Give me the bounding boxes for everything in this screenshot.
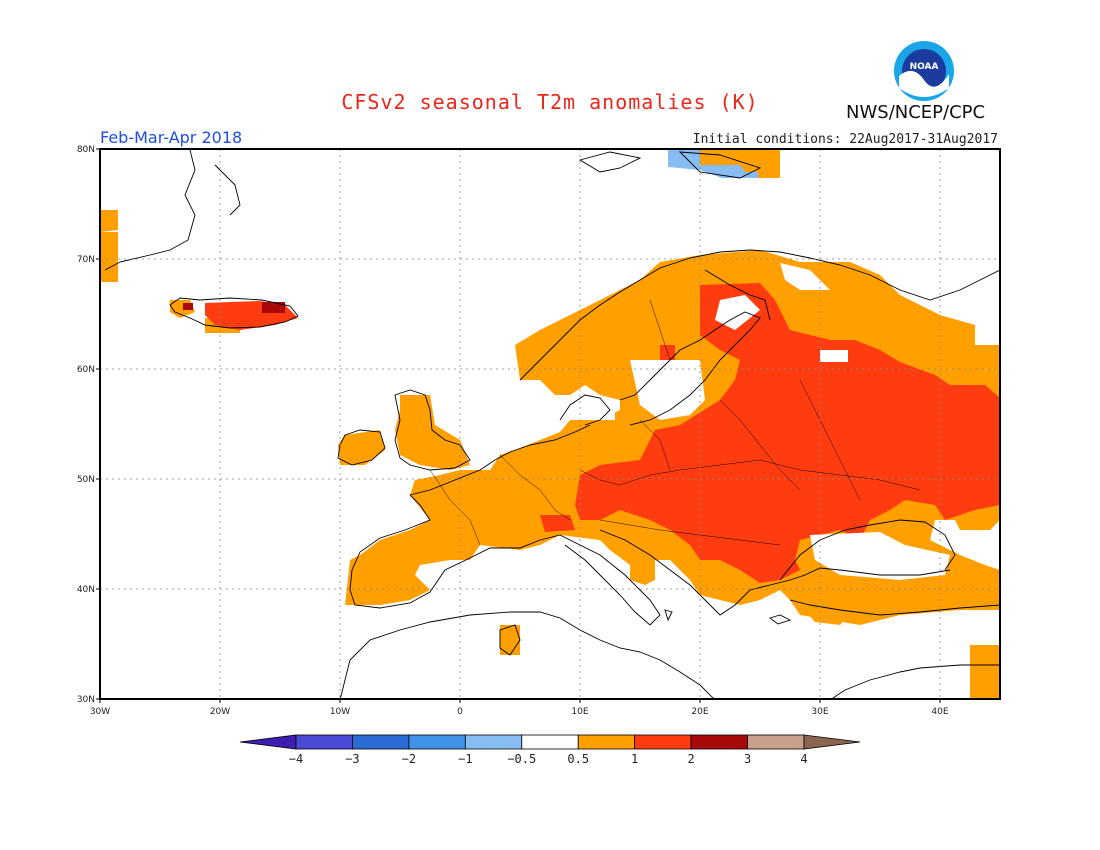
colorbar-bin [295,734,353,750]
country-borders [429,299,921,546]
colorbar-label: −0.5 [507,752,536,766]
lon-tick-label: 30E [811,707,828,717]
anomaly-region-1-2 [205,283,1000,583]
colorbar-label: 1 [631,752,638,766]
lat-tick-label: 30N [77,695,95,705]
colorbar-extend-high [803,734,861,750]
forecast-period: Feb-Mar-Apr 2018 [100,128,243,147]
initial-conditions: Initial conditions: 22Aug2017-31Aug2017 [692,132,998,147]
colorbar-bin [408,734,466,750]
colorbar-bin [352,734,410,750]
no-signal-holes [590,263,950,580]
lat-tick-label: 80N [77,145,95,155]
lat-tick-label: 50N [77,475,95,485]
lon-tick-label: 10E [571,707,588,717]
colorbar-bin [690,734,748,750]
colorbar-extend-low [239,734,297,750]
agency-label: NWS/NCEP/CPC [846,102,986,123]
colorbar-label: 2 [687,752,694,766]
lat-tick-label: 60N [77,365,95,375]
colorbar-bin [577,734,636,750]
colorbar-label: −4 [289,752,303,766]
axis-tick-labels: 30W 20W 10W 0 10E 20E 30E 40E 30N 40N 50N 60N 70N 80N [77,145,949,717]
noaa-logo: NOAA [894,41,954,101]
colorbar-bin [747,734,805,750]
gridlines [100,149,1000,699]
anomaly-region-cold [668,150,758,178]
colorbar-label: −3 [345,752,359,766]
colorbar-bin [464,734,523,750]
colorbar-label: −1 [458,752,472,766]
colorbar-label: 3 [744,752,751,766]
anomaly-fields [100,150,1000,699]
lon-tick-label: 10W [330,707,350,717]
lat-tick-label: 70N [77,255,95,265]
lat-tick-label: 40N [77,585,95,595]
colorbar: −4 −3 −2 −1 −0.5 0.5 1 2 3 4 [239,734,861,766]
colorbar-label: −2 [402,752,416,766]
colorbar-bin [521,734,579,750]
noaa-logo-text: NOAA [910,62,939,72]
lon-tick-label: 40E [931,707,948,717]
lon-tick-label: 30W [90,707,110,717]
colorbar-label: 4 [800,752,807,766]
colorbar-label: 0.5 [567,752,589,766]
colorbar-bin [634,734,692,750]
chart-title: CFSv2 seasonal T2m anomalies (K) [341,90,759,114]
coastlines [104,149,1000,699]
lon-tick-label: 20E [691,707,708,717]
map-frame [99,148,1001,700]
lon-tick-label: 0 [457,707,463,717]
lon-tick-label: 20W [210,707,230,717]
